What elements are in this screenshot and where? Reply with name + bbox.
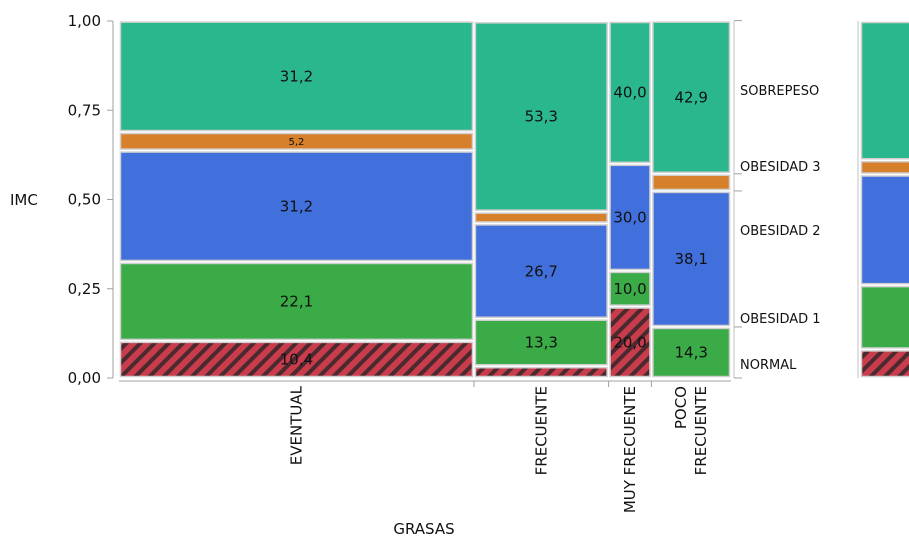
y-tick-label: 0,25 bbox=[68, 280, 101, 298]
data-label: 40,0 bbox=[613, 84, 646, 102]
mosaic-cell-obesidad-3 bbox=[652, 174, 731, 191]
data-label: 42,9 bbox=[675, 88, 708, 106]
legend-label-normal: NORMAL bbox=[740, 358, 797, 373]
overall-cell-normal bbox=[860, 350, 909, 378]
mosaic-cell-obesidad-2 bbox=[474, 224, 608, 318]
overall-cell-sobrepeso bbox=[860, 21, 909, 160]
data-label: 31,2 bbox=[280, 68, 313, 86]
overall-cell-obesidad-2 bbox=[860, 175, 909, 285]
mosaic-cell-obesidad-3 bbox=[119, 132, 474, 150]
y-tick-label: 0,00 bbox=[68, 369, 101, 387]
mosaic-cell-sobrepeso bbox=[474, 22, 608, 211]
legend-label-obesidad-3: OBESIDAD 3 bbox=[740, 160, 821, 175]
data-label: 22,1 bbox=[280, 293, 313, 311]
data-label: 53,3 bbox=[525, 108, 558, 126]
y-axis-title: IMC bbox=[10, 191, 38, 209]
mosaic-cell-obesidad-2 bbox=[609, 164, 651, 271]
y-tick-label: 1,00 bbox=[68, 12, 101, 30]
y-axis: 0,00 0,25 0,50 0,75 1,00 bbox=[68, 12, 114, 387]
column-frecuente: 13,3 26,7 53,3 bbox=[474, 22, 608, 378]
mosaic-cell-normal bbox=[474, 366, 608, 378]
x-tick-label: MUY FRECUENTE bbox=[621, 386, 639, 513]
y-tick-label: 0,50 bbox=[68, 191, 101, 209]
mosaic-cell-sobrepeso bbox=[609, 21, 651, 164]
data-label: 14,3 bbox=[675, 344, 708, 362]
data-label: 13,3 bbox=[525, 334, 558, 352]
mosaic-cell-obesidad-1 bbox=[609, 271, 651, 306]
mosaic-cell-obesidad-1 bbox=[474, 319, 608, 366]
data-label: 10,4 bbox=[280, 351, 313, 369]
x-axis: EVENTUAL FRECUENTE MUY FRECUENTE POCO FRECUE… bbox=[119, 380, 731, 513]
legend-label-obesidad-2: OBESIDAD 2 bbox=[740, 224, 821, 239]
mosaic-cell-sobrepeso bbox=[652, 21, 731, 174]
legend: SOBREPESO OBESIDAD 3 OBESIDAD 2 OBESIDAD 1 N… bbox=[733, 20, 821, 379]
data-label: 30,0 bbox=[613, 209, 646, 227]
column-poco-frecuente: 14,3 38,1 42,9 bbox=[652, 21, 731, 378]
column-muy-frecuente: 20,0 10,0 30,0 40,0 bbox=[609, 21, 651, 378]
overall-bar bbox=[857, 21, 909, 378]
x-tick-label: FRECUENTE bbox=[692, 386, 710, 475]
data-label: 20,0 bbox=[613, 334, 646, 352]
x-tick-label: POCO bbox=[672, 386, 690, 429]
mosaic-cell-obesidad-1 bbox=[652, 327, 731, 378]
column-eventual: 10,4 22,1 31,2 5,2 31,2 bbox=[119, 21, 474, 378]
mosaic-cell-obesidad-2 bbox=[652, 191, 731, 327]
mosaic-cell-normal bbox=[119, 341, 474, 378]
y-tick-label: 0,75 bbox=[68, 101, 101, 119]
data-label: 26,7 bbox=[525, 262, 558, 280]
data-label: 31,2 bbox=[280, 198, 313, 216]
mosaic-cell-obesidad-3 bbox=[474, 212, 608, 223]
legend-label-sobrepeso: SOBREPESO bbox=[740, 84, 819, 99]
x-tick-label: EVENTUAL bbox=[287, 385, 305, 465]
overall-cell-obesidad-1 bbox=[860, 285, 909, 349]
x-tick-label: FRECUENTE bbox=[532, 386, 550, 475]
plot-area: 10,4 22,1 31,2 5,2 31,2 13,3 26,7 53,3 20,0 10,0 3… bbox=[119, 21, 731, 378]
data-label: 38,1 bbox=[675, 250, 708, 268]
mosaic-cell-normal bbox=[609, 307, 651, 378]
legend-label-obesidad-1: OBESIDAD 1 bbox=[740, 312, 821, 327]
mosaic-cell-obesidad-1 bbox=[119, 262, 474, 341]
mosaic-cell-obesidad-2 bbox=[119, 151, 474, 262]
overall-cell-obesidad-3 bbox=[860, 160, 909, 174]
data-label: 5,2 bbox=[289, 137, 305, 148]
data-label: 10,0 bbox=[613, 280, 646, 298]
x-axis-title: GRASAS bbox=[393, 520, 454, 538]
mosaic-cell-sobrepeso bbox=[119, 21, 474, 132]
